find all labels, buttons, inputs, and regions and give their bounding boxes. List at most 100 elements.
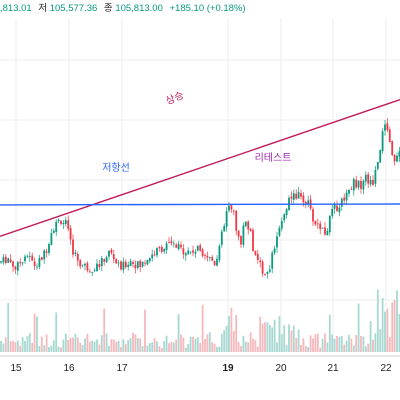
volume-bar: [374, 333, 377, 352]
candle-body: [362, 180, 365, 190]
volume-bar: [177, 314, 180, 352]
volume-bar: [206, 334, 209, 352]
volume-bar: [393, 299, 396, 352]
candle-body: [364, 174, 367, 182]
volume-bar: [249, 332, 252, 352]
volume-bar: [384, 311, 386, 352]
candle-body: [304, 201, 307, 205]
volume-bar: [213, 343, 216, 352]
volume-bar: [91, 340, 94, 352]
candle-body: [74, 252, 77, 254]
volume-bar: [88, 341, 91, 352]
volume-bar: [352, 345, 355, 352]
volume-bar: [302, 338, 305, 352]
candle-body: [139, 260, 142, 268]
candle-body: [352, 178, 355, 191]
volume-bar: [184, 347, 187, 352]
candle-body: [134, 264, 137, 269]
candle-body: [194, 251, 197, 254]
candle-body: [48, 244, 50, 253]
volume-bar: [0, 340, 2, 352]
candle-body: [170, 241, 173, 244]
candle-body: [40, 257, 43, 260]
volume-bar: [60, 347, 62, 352]
volume-bar: [199, 343, 202, 352]
candle-body: [204, 255, 206, 257]
candle-body: [177, 244, 180, 250]
candle-body: [86, 263, 89, 271]
candle-body: [148, 257, 151, 262]
volume-bar: [38, 345, 41, 352]
volume-bar: [151, 342, 154, 352]
volume-bar: [216, 346, 218, 352]
volume-bar: [168, 343, 170, 352]
volume-bar: [124, 344, 127, 352]
volume-bar: [316, 333, 319, 352]
candle-body: [376, 161, 379, 169]
volume-bar: [26, 336, 29, 352]
volume-bar: [355, 335, 358, 352]
candle-body: [72, 239, 74, 255]
candle-body: [297, 192, 300, 199]
volume-bar: [350, 338, 353, 352]
volume-bar: [81, 345, 84, 352]
volume-bar: [12, 340, 14, 352]
volume-bar: [36, 316, 38, 352]
candle-body: [230, 204, 233, 210]
candle-body: [393, 155, 396, 162]
volume-bars: [0, 289, 400, 352]
candle-body: [76, 253, 79, 261]
volume-bar: [120, 347, 122, 352]
candle-body: [12, 261, 14, 267]
candle-body: [55, 221, 58, 233]
trend-label: 상승: [164, 89, 186, 107]
volume-bar: [156, 341, 158, 352]
volume-bar: [280, 334, 283, 352]
candle-body: [218, 245, 221, 260]
resistance-line[interactable]: [0, 203, 400, 206]
volume-bar: [148, 343, 151, 352]
candle-body: [4, 256, 7, 264]
volume-bar: [55, 312, 58, 352]
volume-bar: [45, 334, 48, 352]
candle-body: [196, 246, 199, 251]
volume-bar: [348, 334, 350, 352]
candle-body: [108, 251, 110, 257]
candle-body: [343, 197, 346, 201]
volume-bar: [364, 346, 367, 352]
candle-body: [122, 261, 125, 270]
volume-bar: [192, 336, 194, 352]
candle-body: [340, 198, 343, 207]
volume-bar: [182, 337, 185, 352]
candle-body: [172, 243, 175, 245]
volume-bar: [228, 315, 230, 352]
volume-bar: [300, 345, 302, 352]
volume-bar: [134, 334, 137, 352]
candle-body: [151, 254, 154, 259]
candle-body: [211, 257, 214, 261]
volume-bar: [391, 302, 394, 352]
candle-body: [396, 155, 398, 162]
candle-body: [21, 262, 24, 264]
volume-bar: [86, 333, 89, 352]
volume-bar: [252, 338, 254, 352]
change-value: +185.10 (+0.18%): [170, 3, 246, 14]
candle-body: [136, 261, 139, 268]
volume-bar: [379, 329, 382, 352]
volume-bar: [336, 335, 338, 352]
volume-bar: [398, 314, 400, 352]
candle-body: [290, 196, 293, 199]
volume-bar: [292, 325, 295, 352]
candle-body: [105, 257, 108, 263]
volume-bar: [141, 346, 144, 352]
ohlc-legend: ,813.01 저 105,577.36 종 105,813.00 +185.1…: [0, 3, 246, 14]
candle-body: [398, 151, 400, 157]
candle-body: [228, 205, 230, 211]
uptrend-line[interactable]: [0, 98, 400, 238]
volume-bar: [247, 342, 250, 352]
candle-body: [213, 261, 216, 266]
candle-body: [201, 249, 204, 256]
x-tick-19: 19: [222, 363, 234, 374]
candle-body: [326, 230, 329, 236]
